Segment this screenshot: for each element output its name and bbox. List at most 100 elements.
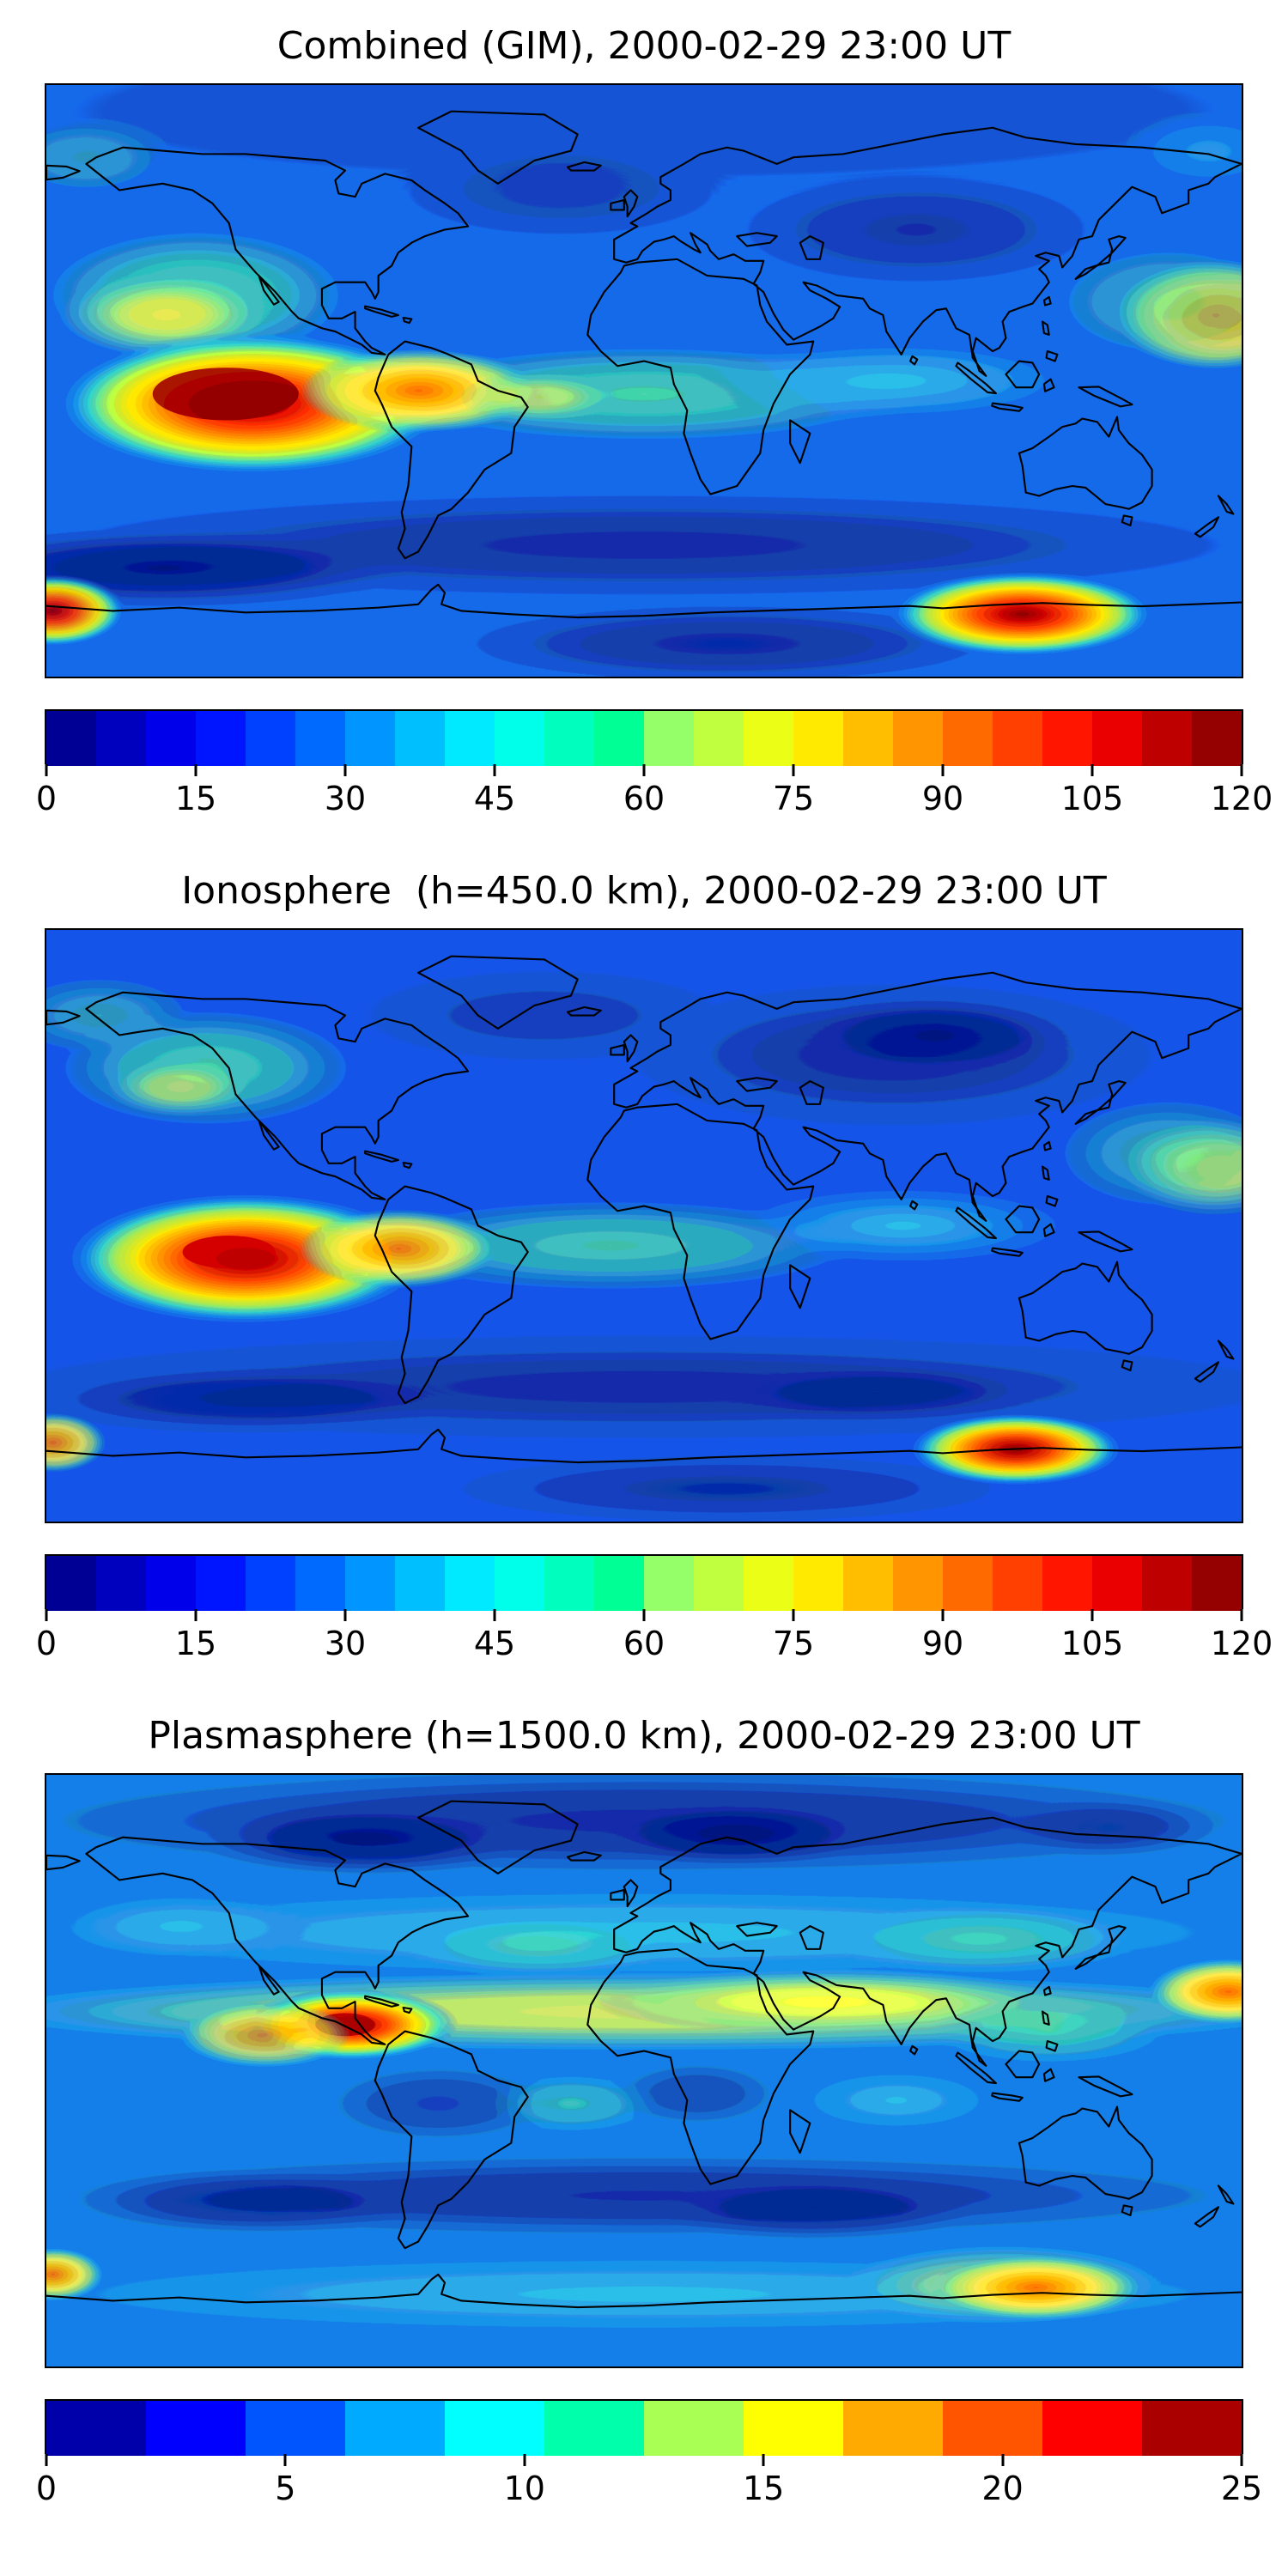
panel-title-combined: Combined (GIM), 2000-02-29 23:00 UT (276, 24, 1012, 68)
colorbar-tick-label: 30 (324, 780, 367, 817)
colorbar-bar (45, 709, 1243, 766)
colorbar-segment (694, 711, 744, 766)
colorbar-tick-label: 25 (1220, 2470, 1263, 2507)
colorbar-tick-label: 30 (324, 1625, 367, 1662)
colorbar-segment (495, 1556, 544, 1611)
colorbar-tick (1240, 764, 1243, 776)
colorbar-ticks: 0 5 10 15 20 25 (36, 2454, 1262, 2507)
colorbar-tick (343, 764, 347, 776)
colorbar-segment (196, 1556, 246, 1611)
map-frame-combined (45, 83, 1243, 678)
colorbar-tick-label: 60 (623, 1625, 665, 1662)
colorbar-bar (45, 2399, 1243, 2456)
colorbar-segment (96, 1556, 146, 1611)
colorbar-segment (96, 711, 146, 766)
colorbar-segment (395, 711, 445, 766)
colorbar-segment (744, 2401, 843, 2456)
colorbar-tick-label: 15 (743, 2470, 785, 2507)
contour-field (46, 930, 1242, 1522)
colorbar-segment (46, 711, 96, 766)
colorbar-tick (1001, 2454, 1005, 2466)
colorbar-tick (493, 764, 496, 776)
colorbar-tick (1240, 1609, 1243, 1621)
colorbar-tick-label: 0 (35, 1625, 58, 1662)
panel-plasmasphere: Plasmasphere (h=1500.0 km), 2000-02-29 2… (36, 1712, 1262, 2509)
colorbar-segment (295, 711, 345, 766)
colorbar-bar (45, 1554, 1243, 1611)
colorbar-tick (642, 764, 646, 776)
colorbar-segment (594, 1556, 644, 1611)
colorbar-tick (642, 1609, 646, 1621)
colorbar-segment (744, 1556, 793, 1611)
colorbar-segment (1092, 1556, 1142, 1611)
colorbar-tick-label: 15 (174, 1625, 217, 1662)
colorbar-segment (1092, 711, 1142, 766)
colorbar-tick (941, 1609, 945, 1621)
colorbar-tick-label: 15 (174, 780, 217, 817)
colorbar-tick-label: 75 (772, 780, 815, 817)
colorbar-segment (544, 711, 594, 766)
colorbar-tick (1091, 764, 1094, 776)
colorbar-tick (45, 764, 48, 776)
colorbar-segment (146, 711, 196, 766)
colorbar-segment (1042, 711, 1092, 766)
colorbar-segment (345, 711, 395, 766)
colorbar-tick (45, 2454, 48, 2466)
colorbar-segment (893, 711, 943, 766)
map-ionosphere (46, 930, 1242, 1522)
colorbar-segment (1142, 1556, 1192, 1611)
colorbar-segment (196, 711, 246, 766)
colorbar-segment (644, 711, 694, 766)
colorbar-segment (246, 2401, 345, 2456)
colorbar-segment (843, 1556, 893, 1611)
colorbar-segment (246, 1556, 295, 1611)
panel-title-plasmasphere: Plasmasphere (h=1500.0 km), 2000-02-29 2… (148, 1714, 1140, 1758)
colorbar-tick-label: 90 (921, 1625, 964, 1662)
colorbar-segment (295, 1556, 345, 1611)
panel-combined: Combined (GIM), 2000-02-29 23:00 UT (36, 22, 1273, 819)
colorbar-tick-label: 0 (35, 780, 58, 817)
colorbar-tick-label: 120 (1210, 780, 1273, 817)
colorbar-tick-label: 105 (1060, 1625, 1124, 1662)
colorbar-segment (445, 711, 495, 766)
colorbar-segment (1192, 1556, 1242, 1611)
colorbar-tick-label: 105 (1060, 780, 1124, 817)
colorbar-segment (246, 711, 295, 766)
colorbar-segment (395, 1556, 445, 1611)
colorbar-segment (544, 1556, 594, 1611)
colorbar-tick (45, 1609, 48, 1621)
colorbar-segment (943, 1556, 993, 1611)
map-frame-ionosphere (45, 928, 1243, 1523)
colorbar-segment (495, 711, 544, 766)
colorbar-segment (1042, 1556, 1092, 1611)
colorbar-segment (793, 1556, 843, 1611)
colorbar-tick (792, 764, 795, 776)
colorbar-tick-label: 0 (35, 2470, 58, 2507)
colorbar-tick-label: 10 (503, 2470, 545, 2507)
colorbar-tick-label: 45 (473, 1625, 516, 1662)
colorbar-segment (544, 2401, 644, 2456)
colorbar-tick-label: 60 (623, 780, 665, 817)
map-plasmasphere (46, 1775, 1242, 2366)
colorbar-segment (694, 1556, 744, 1611)
colorbar-segment (1142, 711, 1192, 766)
colorbar-segments (46, 711, 1242, 766)
colorbar-tick (194, 764, 197, 776)
colorbar-segment (345, 2401, 445, 2456)
colorbar-tick (283, 2454, 287, 2466)
colorbar-segment (146, 2401, 246, 2456)
colorbar-segment (594, 711, 644, 766)
colorbar-segment (993, 711, 1042, 766)
contour-field (46, 85, 1242, 677)
panel-ionosphere: Ionosphere (h=450.0 km), 2000-02-29 23:0… (36, 867, 1273, 1664)
colorbar-ticks: 0 15 30 45 60 75 90 105 120 (36, 764, 1273, 817)
colorbar-segment (943, 2401, 1042, 2456)
colorbar-segment (744, 711, 793, 766)
colorbar-segment (843, 711, 893, 766)
colorbar-segments (46, 2401, 1242, 2456)
colorbar-tick-label: 75 (772, 1625, 815, 1662)
colorbar-segment (345, 1556, 395, 1611)
colorbar-segment (793, 711, 843, 766)
colorbar-segments (46, 1556, 1242, 1611)
colorbar-tick-label: 90 (921, 780, 964, 817)
